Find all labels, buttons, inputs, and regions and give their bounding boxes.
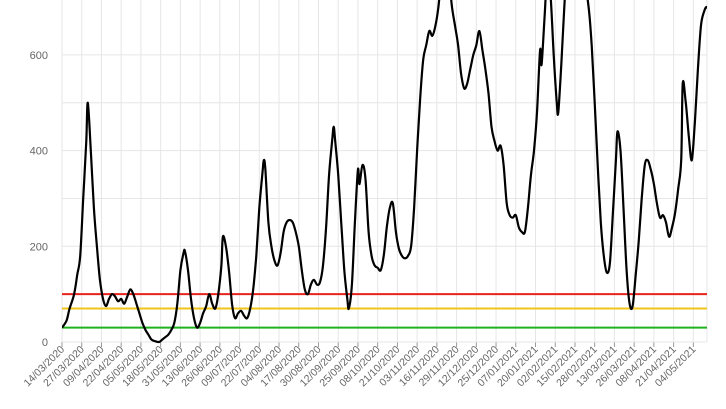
y-tick-label: 0 [42,337,48,349]
y-tick-label: 400 [30,146,48,158]
x-gridlines [61,0,708,347]
series-line [62,0,707,344]
y-tick-label: 600 [30,50,48,62]
y-axis-tick-labels: 0 200 400 600 [30,50,48,349]
y-gridlines [62,54,707,343]
data-series [62,0,707,344]
x-axis-tick-labels: 14/03/202027/03/202009/04/202022/04/2020… [21,344,698,390]
y-tick-label: 200 [30,241,48,253]
threshold-lines [62,293,707,329]
